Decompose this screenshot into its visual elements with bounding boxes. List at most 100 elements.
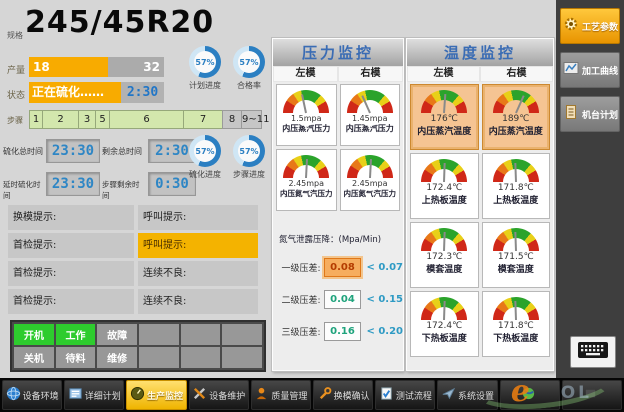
temperature-gauge-card: 171.8℃ 下热板温度 xyxy=(481,291,550,357)
temperature-gauge-card: 172.4℃ 下热板温度 xyxy=(410,291,479,357)
state-empty xyxy=(180,347,221,368)
right-mold-header: 右模 xyxy=(481,67,552,81)
continuous-defect-prompt: 连续不良: xyxy=(138,261,258,286)
keyboard-button[interactable] xyxy=(570,336,616,368)
sidebar-item-process-curve[interactable]: 加工曲线 xyxy=(560,52,620,88)
gauge-needle xyxy=(514,231,517,252)
leak-level3-value[interactable]: 0.16 xyxy=(323,322,362,341)
tools-icon xyxy=(192,386,207,405)
first-check-prompt: 首检提示: xyxy=(8,261,134,286)
step-remain-time-label: 步骤剩余时间 xyxy=(102,180,140,200)
tire-spec-value: 245/45R20 xyxy=(25,5,215,40)
gauge-label: 内压蒸汽压力 xyxy=(345,124,394,133)
remain-total-time-value: 2:30 xyxy=(148,139,196,163)
delay-cure-time-value: 23:30 xyxy=(46,172,100,196)
leak-level1-value[interactable]: 0.08 xyxy=(323,258,362,277)
leak-level2-value[interactable]: 0.04 xyxy=(323,290,362,309)
gauge-value: 172.4℃ xyxy=(426,183,463,193)
quality-icon xyxy=(254,386,269,405)
sidebar-item-machine-plan[interactable]: 机台计划 xyxy=(560,96,620,132)
state-repair[interactable]: 维修 xyxy=(97,347,137,368)
temperature-gauge-card: 189℃ 内压蒸汽温度 xyxy=(481,84,550,150)
state-empty xyxy=(180,324,221,345)
gauge-arc xyxy=(492,90,539,126)
plan-progress-ring: 57% 计划进度 xyxy=(184,46,226,91)
toolbar-item-unknown-10[interactable] xyxy=(561,380,623,410)
hidden-icon xyxy=(583,386,598,405)
gauge-needle xyxy=(361,95,371,114)
gauge-value: 2.45mpa xyxy=(288,179,325,188)
step-cell: 5 xyxy=(95,110,110,129)
bottom-toolbar: 设备环境 详细计划 生产监控 设备维护 质量管理 换模确认 测试流程 系统设置 xyxy=(0,378,624,412)
pressure-gauge-card: 2.45mpa 内压氮气汽压力 xyxy=(339,149,400,211)
delay-cure-time-label: 延时硫化时间 xyxy=(3,180,41,200)
gauge-needle xyxy=(301,94,308,114)
temperature-panel: 温度监控 左模 右模 176℃ 内压蒸汽温度 189℃ 内压蒸汽温度 172.4… xyxy=(406,38,554,371)
pressure-gauge-card: 2.45mpa 内压氮气汽压力 xyxy=(276,149,337,211)
state-empty xyxy=(222,324,262,345)
first-check-prompt: 首检提示: xyxy=(8,233,134,258)
steps-label: 步骤 xyxy=(7,116,23,125)
pressure-panel: 压力监控 左模 右模 1.5mpa 内压蒸汽压力 1.45mpa 内压蒸汽压力 … xyxy=(272,38,404,371)
gauge-needle xyxy=(443,162,446,183)
mold-change-prompt: 换模提示: xyxy=(8,205,134,230)
gauge-needle xyxy=(443,300,446,321)
gauge-value: 172.4℃ xyxy=(426,321,463,331)
toolbar-item-mold-change-confirm[interactable]: 换模确认 xyxy=(313,380,374,410)
toolbar-item-unknown-9[interactable] xyxy=(499,380,560,410)
toolbar-item-equipment-env[interactable]: 设备环境 xyxy=(2,380,63,410)
leak-level3-label: 三级压差: xyxy=(281,328,321,338)
state-fault[interactable]: 故障 xyxy=(97,324,137,345)
gauge-needle xyxy=(514,95,525,114)
gauge-needle xyxy=(514,162,517,183)
gauge-value: 1.45mpa xyxy=(351,114,388,123)
gauge-needle xyxy=(305,158,309,179)
step-cell: 7 xyxy=(183,110,223,129)
toolbar-item-detail-plan[interactable]: 详细计划 xyxy=(64,380,125,410)
cure-total-time-label: 硫化总时间 xyxy=(3,147,43,156)
gauge-value: 172.3℃ xyxy=(426,252,463,262)
toolbar-item-quality-management[interactable]: 质量管理 xyxy=(250,380,312,410)
gauge-label: 内压氮气汽压力 xyxy=(343,189,397,198)
overview-panel: 规格 245/45R20 产量 18 32 状态 正在硫化…… 2:30 步骤 … xyxy=(0,0,270,378)
plan-icon xyxy=(563,104,579,124)
gauge-needle xyxy=(368,158,372,179)
state-waiting-material[interactable]: 待料 xyxy=(55,347,96,368)
call-prompt: 呼叫提示: xyxy=(138,205,258,230)
left-mold-header: 左模 xyxy=(408,67,479,81)
toolbar-item-system-settings[interactable]: 系统设置 xyxy=(437,380,498,410)
toolbar-item-production-monitor[interactable]: 生产监控 xyxy=(126,380,187,410)
gauge-label: 内压蒸汽压力 xyxy=(282,124,331,133)
gear-icon xyxy=(563,16,579,36)
toolbar-item-equipment-maintenance[interactable]: 设备维护 xyxy=(188,380,249,410)
gauge-value: 176℃ xyxy=(430,114,458,124)
monitor-icon xyxy=(130,386,145,405)
sidebar-item-process-params[interactable]: 工艺参数 xyxy=(560,8,620,44)
temperature-gauge-card: 171.8℃ 上热板温度 xyxy=(481,153,550,219)
output-current-value: 18 xyxy=(29,57,108,77)
state-power-on[interactable]: 开机 xyxy=(14,324,54,345)
gauge-label: 内压氮气汽压力 xyxy=(280,189,333,198)
step-remain-time-value: 0:30 xyxy=(148,172,196,196)
step-cell: 8 xyxy=(222,110,242,129)
temperature-gauge-card: 172.3℃ 模套温度 xyxy=(410,222,479,288)
gauge-arc xyxy=(421,159,468,195)
gauge-label: 上热板温度 xyxy=(421,196,467,206)
gauge-arc xyxy=(283,90,330,126)
toolbar-item-test-process[interactable]: 测试流程 xyxy=(375,380,436,410)
pressure-panel-title: 压力监控 xyxy=(273,39,403,66)
temperature-gauge-card: 171.5℃ 模套温度 xyxy=(481,222,550,288)
gauge-arc xyxy=(346,90,393,126)
output-label: 产量 xyxy=(7,66,26,76)
state-power-off[interactable]: 关机 xyxy=(14,347,54,368)
gauge-needle xyxy=(443,231,446,252)
pass-rate-ring: 57% 合格率 xyxy=(228,46,270,91)
gauge-label: 内压蒸汽温度 xyxy=(417,127,472,137)
gauge-needle xyxy=(443,93,447,114)
state-working[interactable]: 工作 xyxy=(55,324,96,345)
gauge-value: 189℃ xyxy=(502,114,530,124)
step-cell: 2 xyxy=(42,110,79,129)
right-sidebar: 工艺参数 加工曲线 机台计划 xyxy=(556,0,624,378)
continuous-defect-prompt: 连续不良: xyxy=(138,289,258,314)
